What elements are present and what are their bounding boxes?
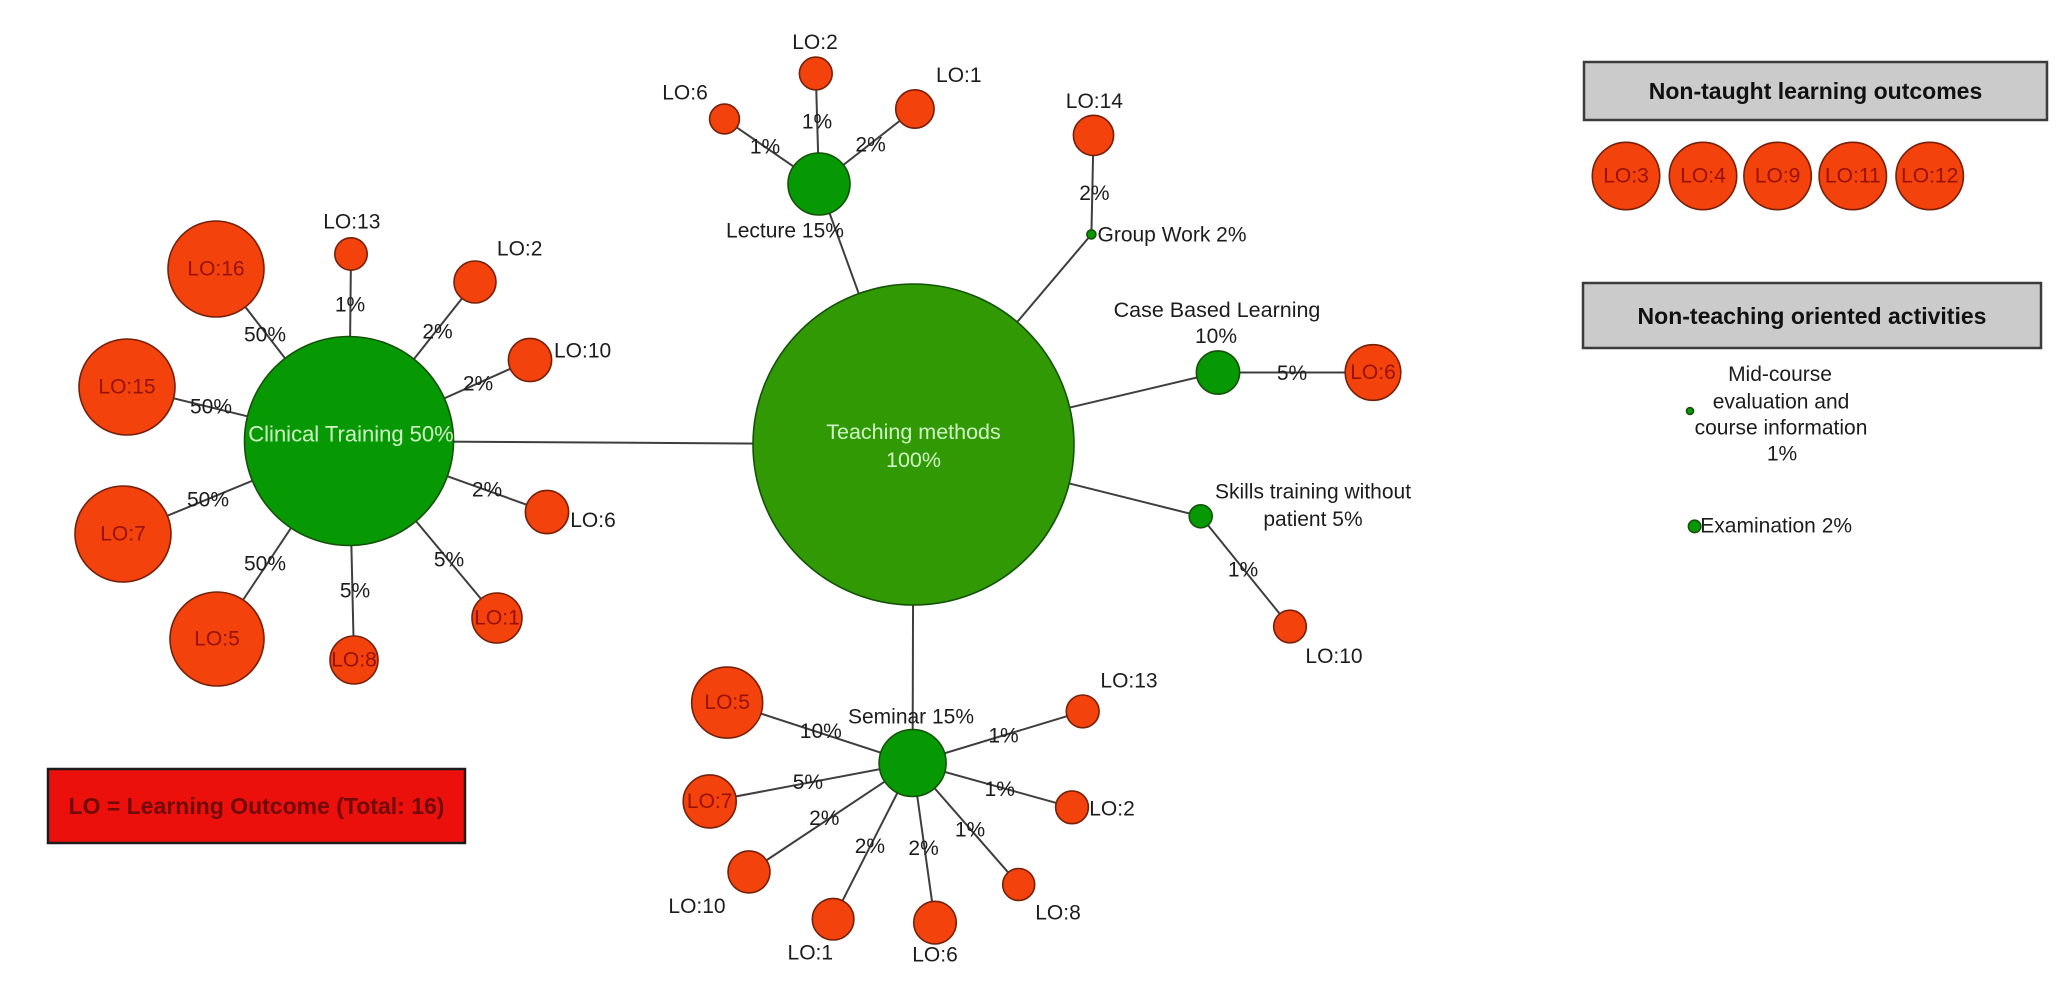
svg-text:Examination 2%: Examination 2% [1700,515,1852,538]
svg-text:LO:4: LO:4 [1680,165,1726,188]
svg-text:2%: 2% [472,479,502,502]
svg-text:1%: 1% [335,294,365,317]
svg-text:2%: 2% [463,373,493,396]
svg-text:LO:15: LO:15 [98,376,155,399]
svg-text:LO:9: LO:9 [1755,165,1801,188]
svg-text:evaluation and: evaluation and [1713,390,1850,413]
svg-text:LO:5: LO:5 [194,628,240,651]
svg-text:1%: 1% [1767,443,1797,466]
svg-text:1%: 1% [988,725,1018,748]
svg-text:Group Work 2%: Group Work 2% [1098,224,1247,247]
svg-text:LO = Learning Outcome (Total:: LO = Learning Outcome (Total: 16) [69,793,445,819]
svg-text:100%: 100% [886,448,941,472]
svg-text:LO:13: LO:13 [1100,670,1157,693]
svg-text:LO:10: LO:10 [668,895,725,918]
svg-text:LO:7: LO:7 [100,523,146,546]
svg-text:Lecture 15%: Lecture 15% [726,220,844,243]
svg-text:LO:5: LO:5 [704,691,750,714]
svg-text:Clinical Training 50%: Clinical Training 50% [248,422,453,447]
svg-text:LO:2: LO:2 [792,31,838,54]
svg-text:2%: 2% [855,134,885,157]
svg-text:LO:3: LO:3 [1603,165,1649,188]
svg-text:LO:14: LO:14 [1066,90,1124,113]
svg-text:LO:6: LO:6 [1350,361,1396,384]
svg-text:1%: 1% [985,778,1015,801]
svg-text:LO:1: LO:1 [788,942,834,965]
svg-text:5%: 5% [1277,362,1307,385]
svg-text:1%: 1% [802,111,832,134]
svg-text:1%: 1% [750,136,780,159]
svg-text:Mid-course: Mid-course [1728,363,1832,386]
svg-text:LO:1: LO:1 [474,607,520,630]
svg-text:Non-taught learning outcomes: Non-taught learning outcomes [1649,78,1983,104]
svg-text:1%: 1% [1228,559,1258,582]
svg-text:50%: 50% [244,553,286,576]
svg-text:LO:6: LO:6 [570,509,616,532]
svg-text:2%: 2% [422,321,452,344]
svg-text:5%: 5% [340,580,370,603]
svg-text:LO:10: LO:10 [554,340,611,363]
svg-text:50%: 50% [190,396,232,419]
svg-text:LO:13: LO:13 [323,211,380,234]
svg-text:2%: 2% [908,837,938,860]
svg-text:2%: 2% [855,835,885,858]
svg-text:LO:6: LO:6 [912,944,958,967]
svg-text:Case Based Learning: Case Based Learning [1114,298,1321,322]
svg-text:Teaching methods: Teaching methods [826,420,1001,444]
svg-text:50%: 50% [187,489,229,512]
svg-text:LO:8: LO:8 [331,649,377,672]
svg-text:Non-teaching oriented activiti: Non-teaching oriented activities [1638,303,1987,329]
svg-text:5%: 5% [793,771,823,794]
svg-text:50%: 50% [244,324,286,347]
svg-text:5%: 5% [434,549,464,572]
svg-text:course information: course information [1695,416,1868,439]
svg-text:LO:12: LO:12 [1901,165,1958,188]
svg-text:LO:7: LO:7 [687,790,733,813]
svg-text:LO:6: LO:6 [662,82,708,105]
svg-text:LO:1: LO:1 [936,64,982,87]
svg-text:10%: 10% [1195,325,1237,348]
svg-text:1%: 1% [955,819,985,842]
svg-text:Skills training without: Skills training without [1215,481,1411,504]
svg-text:LO:16: LO:16 [187,258,244,281]
svg-text:2%: 2% [1079,182,1109,205]
svg-text:2%: 2% [809,807,839,830]
svg-text:LO:11: LO:11 [1825,165,1881,188]
svg-text:LO:8: LO:8 [1035,902,1081,925]
svg-text:patient 5%: patient 5% [1263,508,1362,531]
svg-text:10%: 10% [800,720,842,743]
svg-text:LO:10: LO:10 [1305,645,1362,668]
svg-text:LO:2: LO:2 [497,238,543,261]
svg-text:Seminar 15%: Seminar 15% [848,706,974,729]
svg-text:LO:2: LO:2 [1089,798,1135,821]
